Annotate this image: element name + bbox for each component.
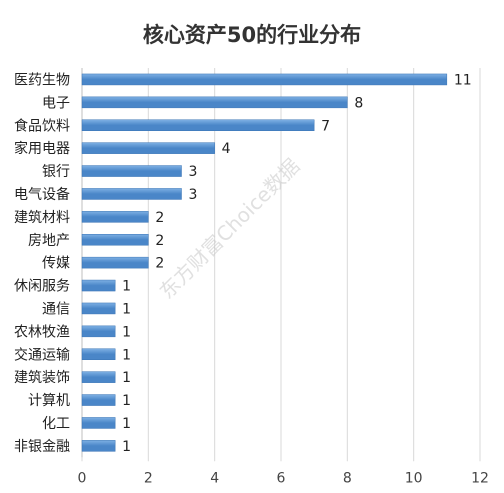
value-label-12: 1 (122, 347, 131, 363)
category-label-11: 农林牧渔 (14, 324, 70, 340)
bar-5 (81, 188, 182, 200)
x-tick-label-3: 6 (277, 470, 286, 486)
bar-7 (81, 234, 149, 246)
value-label-5: 3 (189, 187, 198, 203)
category-labels: 医药生物电子食品饮料家用电器银行电气设备建筑材料房地产传媒休闲服务通信农林牧渔交… (14, 72, 70, 454)
value-label-9: 1 (122, 279, 131, 295)
bar-12 (81, 348, 116, 360)
category-label-2: 食品饮料 (14, 117, 70, 134)
bar-6 (81, 211, 149, 223)
chart-title: 核心资产50的行业分布 (143, 23, 361, 47)
x-tick-label-4: 8 (343, 470, 352, 486)
value-label-1: 8 (354, 95, 363, 111)
value-label-7: 2 (155, 233, 164, 249)
value-label-3: 4 (222, 141, 231, 157)
category-label-14: 计算机 (28, 393, 70, 409)
x-tick-label-2: 4 (210, 470, 219, 486)
category-label-1: 电子 (42, 95, 70, 111)
category-label-0: 医药生物 (14, 72, 70, 88)
category-label-8: 传媒 (42, 256, 70, 272)
bar-0 (81, 73, 448, 86)
bar-1 (81, 96, 348, 109)
x-tick-label-1: 2 (144, 470, 153, 486)
category-label-12: 交通运输 (14, 346, 70, 363)
value-label-13: 1 (122, 370, 131, 386)
bar-15 (81, 417, 116, 429)
x-tick-label-5: 10 (405, 470, 423, 486)
value-label-10: 1 (122, 301, 131, 317)
bar-3 (81, 142, 215, 154)
value-label-14: 1 (122, 393, 131, 409)
bar-9 (81, 279, 116, 292)
value-label-0: 11 (454, 72, 472, 88)
category-label-6: 建筑材料 (14, 210, 70, 226)
bar-13 (81, 371, 116, 383)
value-label-15: 1 (122, 416, 131, 432)
x-axis-ticks: 0 2 4 6 8 10 12 (78, 470, 489, 486)
value-label-2: 7 (321, 118, 330, 134)
value-label-6: 2 (155, 210, 164, 226)
bar-16 (81, 440, 116, 452)
value-label-11: 1 (122, 324, 131, 340)
bar-8 (81, 256, 149, 269)
category-label-15: 化工 (42, 416, 70, 432)
value-label-4: 3 (189, 164, 198, 180)
category-label-4: 银行 (42, 164, 70, 180)
bar-10 (81, 302, 116, 315)
bar-4 (81, 165, 182, 177)
value-label-8: 2 (155, 256, 164, 272)
bars (81, 73, 448, 452)
gridlines (81, 68, 481, 462)
x-tick-label-0: 0 (78, 470, 87, 486)
value-label-16: 1 (122, 439, 131, 455)
category-label-7: 房地产 (28, 233, 70, 249)
bar-2 (81, 119, 315, 131)
category-label-5: 电气设备 (14, 186, 70, 203)
category-label-16: 非银金融 (14, 439, 70, 455)
bar-11 (81, 325, 116, 338)
category-label-13: 建筑装饰 (14, 370, 70, 386)
category-label-10: 通信 (42, 301, 70, 317)
x-tick-label-6: 12 (471, 470, 489, 486)
category-label-3: 家用电器 (14, 140, 70, 157)
bar-14 (81, 394, 116, 406)
category-label-9: 休闲服务 (14, 279, 70, 295)
